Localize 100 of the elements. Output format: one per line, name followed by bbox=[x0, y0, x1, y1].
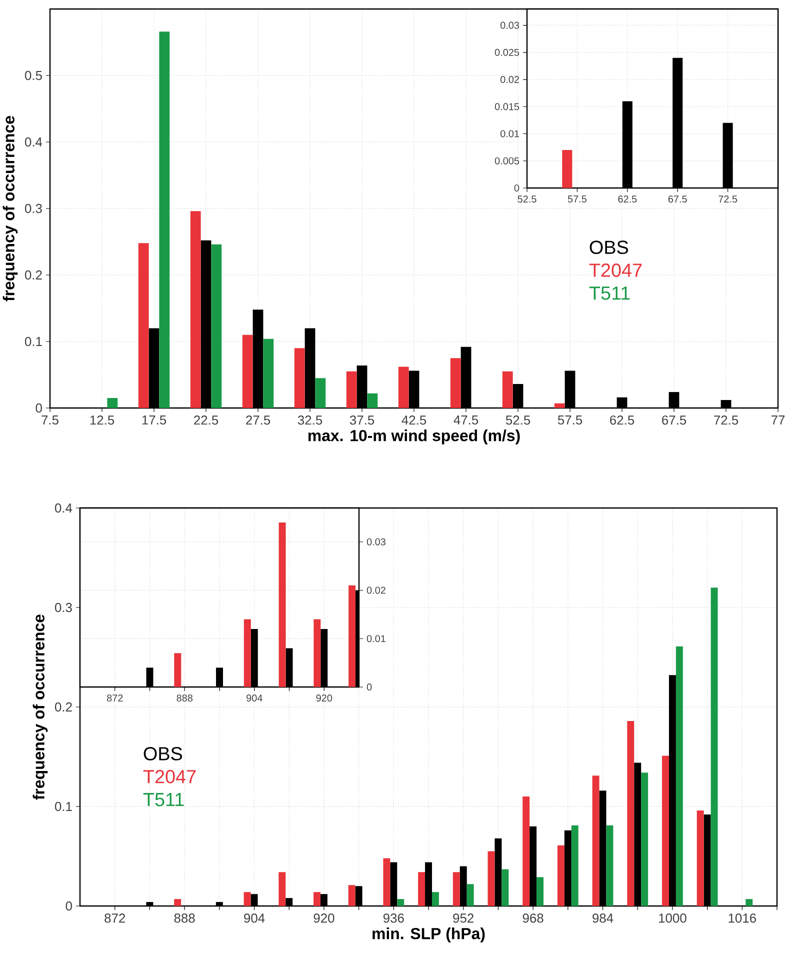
text: T2047 bbox=[589, 264, 642, 277]
x-tick-label: 872 bbox=[104, 914, 125, 923]
bar bbox=[211, 244, 222, 408]
text: T511 bbox=[143, 793, 184, 806]
bar bbox=[662, 756, 669, 906]
bar bbox=[432, 892, 439, 906]
x-tick-label: 67.5 bbox=[662, 416, 686, 425]
y-tick-label: 0.03 bbox=[500, 22, 520, 29]
y-axis-title: frequency of occurrence bbox=[32, 614, 48, 800]
y-tick-label: 0.025 bbox=[494, 48, 520, 56]
x-tick-label: 52.5 bbox=[506, 416, 530, 425]
bar bbox=[641, 772, 648, 906]
y-tick-label: 0.01 bbox=[366, 635, 386, 642]
x-tick-label: 22.5 bbox=[194, 416, 218, 425]
text: OBS bbox=[144, 747, 182, 760]
bar bbox=[244, 619, 251, 688]
x-tick-label: 872 bbox=[107, 694, 123, 702]
x-tick-label: 7.5 bbox=[42, 416, 58, 425]
bar bbox=[522, 796, 530, 906]
y-tick-label: 0.3 bbox=[54, 602, 72, 612]
x-tick-label: 920 bbox=[316, 694, 332, 702]
bar bbox=[174, 653, 182, 688]
bar bbox=[592, 776, 600, 906]
x-tick-label: 62.5 bbox=[610, 416, 634, 425]
bar bbox=[278, 522, 286, 688]
bar bbox=[676, 646, 683, 906]
bar bbox=[159, 32, 170, 408]
x-tick-label: 72.5 bbox=[718, 196, 738, 203]
text: T511 bbox=[589, 286, 630, 300]
x-axis-title: max. 10-m wind speed (m/s) bbox=[308, 430, 520, 444]
bar bbox=[536, 877, 544, 906]
bar bbox=[294, 348, 305, 408]
bar bbox=[346, 371, 357, 408]
bar bbox=[315, 378, 326, 408]
bar bbox=[263, 338, 274, 408]
bar bbox=[383, 858, 390, 906]
bar bbox=[242, 334, 253, 408]
x-tick-label: 952 bbox=[453, 914, 474, 923]
x-tick-label: 1000 bbox=[659, 914, 686, 923]
x-tick-label: 936 bbox=[383, 914, 404, 923]
y-tick-label: 0 bbox=[36, 403, 42, 413]
bar bbox=[244, 892, 251, 906]
bar bbox=[466, 884, 474, 906]
x-tick-label: 984 bbox=[592, 914, 614, 923]
y-tick-label: 0.015 bbox=[494, 103, 520, 110]
x-tick-label: 888 bbox=[176, 694, 192, 702]
bar bbox=[452, 872, 460, 906]
bar bbox=[174, 899, 182, 906]
bar bbox=[398, 366, 409, 408]
x-tick-label: 57.5 bbox=[568, 196, 586, 202]
x-tick-label: 12.5 bbox=[90, 416, 114, 425]
bar bbox=[627, 720, 634, 906]
bar bbox=[571, 825, 578, 906]
y-tick-label: 0.4 bbox=[54, 503, 72, 513]
bar bbox=[557, 845, 564, 906]
bar bbox=[450, 358, 461, 408]
bar bbox=[107, 398, 118, 408]
y-tick-label: 0.3 bbox=[24, 204, 42, 214]
x-tick-label: 904 bbox=[244, 914, 265, 923]
bar bbox=[190, 211, 201, 408]
x-tick-label: 57.5 bbox=[558, 416, 582, 425]
y-tick-label: 0 bbox=[66, 901, 72, 911]
x-axis-title: min. SLP (hPa) bbox=[372, 928, 485, 942]
bar bbox=[606, 825, 614, 906]
bar bbox=[397, 899, 404, 906]
bar bbox=[562, 150, 572, 188]
bar bbox=[502, 371, 513, 408]
x-tick-label: 1016 bbox=[728, 914, 756, 923]
y-tick-label: 0 bbox=[366, 683, 372, 691]
bar bbox=[348, 885, 356, 906]
x-tick-label: 52.5 bbox=[518, 196, 536, 203]
y-tick-label: 0.1 bbox=[54, 802, 72, 812]
text: OBS bbox=[590, 240, 628, 254]
x-tick-label: 888 bbox=[174, 914, 195, 923]
bar bbox=[313, 892, 320, 906]
bar bbox=[554, 403, 565, 408]
bar bbox=[696, 810, 704, 906]
y-tick-label: 0.2 bbox=[54, 702, 72, 712]
bar bbox=[488, 851, 495, 906]
x-tick-label: 67.5 bbox=[668, 196, 687, 203]
x-tick-label: 920 bbox=[314, 914, 334, 923]
x-tick-label: 32.5 bbox=[298, 416, 322, 425]
y-tick-label: 0.4 bbox=[24, 137, 42, 147]
x-tick-label: 904 bbox=[246, 694, 262, 702]
bar bbox=[314, 619, 321, 688]
bar bbox=[278, 872, 286, 906]
y-tick-label: 0.02 bbox=[366, 586, 386, 594]
y-tick-label: 0.005 bbox=[494, 157, 520, 164]
x-tick-label: 72.5 bbox=[714, 416, 738, 425]
x-tick-label: 968 bbox=[522, 914, 544, 923]
text: T2047 bbox=[143, 770, 196, 784]
x-tick-label: 37.5 bbox=[350, 416, 374, 425]
bar bbox=[746, 899, 753, 906]
x-tick-label: 42.5 bbox=[402, 416, 426, 425]
y-tick-label: 0.02 bbox=[500, 76, 519, 84]
x-tick-label: 62.5 bbox=[618, 196, 637, 203]
x-tick-label: 77 bbox=[771, 416, 785, 424]
bar bbox=[367, 393, 378, 408]
y-axis-title: frequency of occurrence bbox=[2, 116, 18, 302]
bar bbox=[138, 243, 149, 408]
